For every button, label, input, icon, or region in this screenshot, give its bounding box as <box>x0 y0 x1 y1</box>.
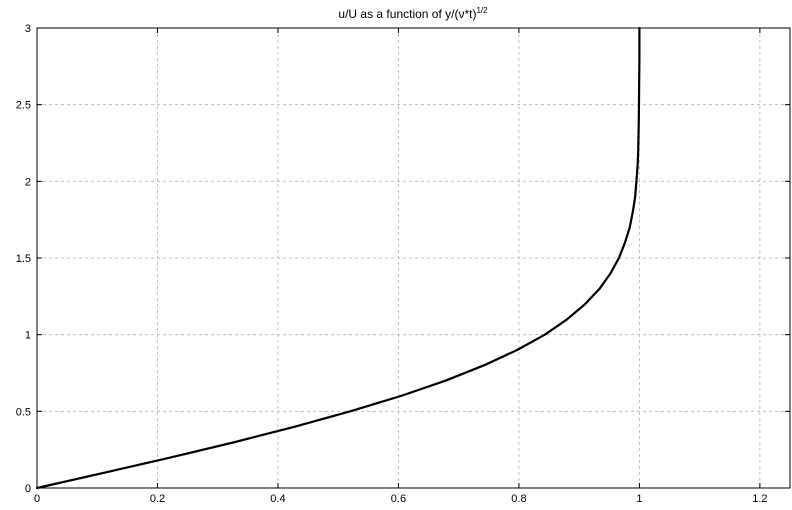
ticks: 0 0.2 0.4 0.6 0.8 1 1.2 0 0.5 1 1.5 2 2.5 3 <box>16 23 790 505</box>
x-tick-label: 0.4 <box>270 493 285 505</box>
y-tick-label: 1 <box>25 330 31 342</box>
y-tick-label: 3 <box>25 23 31 35</box>
y-tick-label: 2.5 <box>16 100 31 112</box>
x-tick-label: 0.8 <box>511 493 526 505</box>
y-tick-label: 2 <box>25 176 31 188</box>
grid-lines <box>37 28 790 488</box>
x-tick-label: 0.2 <box>150 493 165 505</box>
y-tick-label: 1.5 <box>16 253 31 265</box>
y-tick-label: 0.5 <box>16 406 31 418</box>
chart-title-main: u/U as a function of y/(ν*t) <box>338 7 476 21</box>
chart-title: u/U as a function of y/(ν*t)1/2 <box>338 6 488 21</box>
x-tick-label: 1 <box>636 493 642 505</box>
x-tick-label: 0.6 <box>391 493 406 505</box>
series-line <box>35 26 641 490</box>
y-tick-label: 0 <box>25 483 31 495</box>
axes-frame <box>36 27 791 489</box>
x-tick-label: 0 <box>34 493 40 505</box>
plot-area <box>35 26 641 490</box>
chart-title-superscript: 1/2 <box>476 6 488 15</box>
x-tick-label: 1.2 <box>752 493 767 505</box>
